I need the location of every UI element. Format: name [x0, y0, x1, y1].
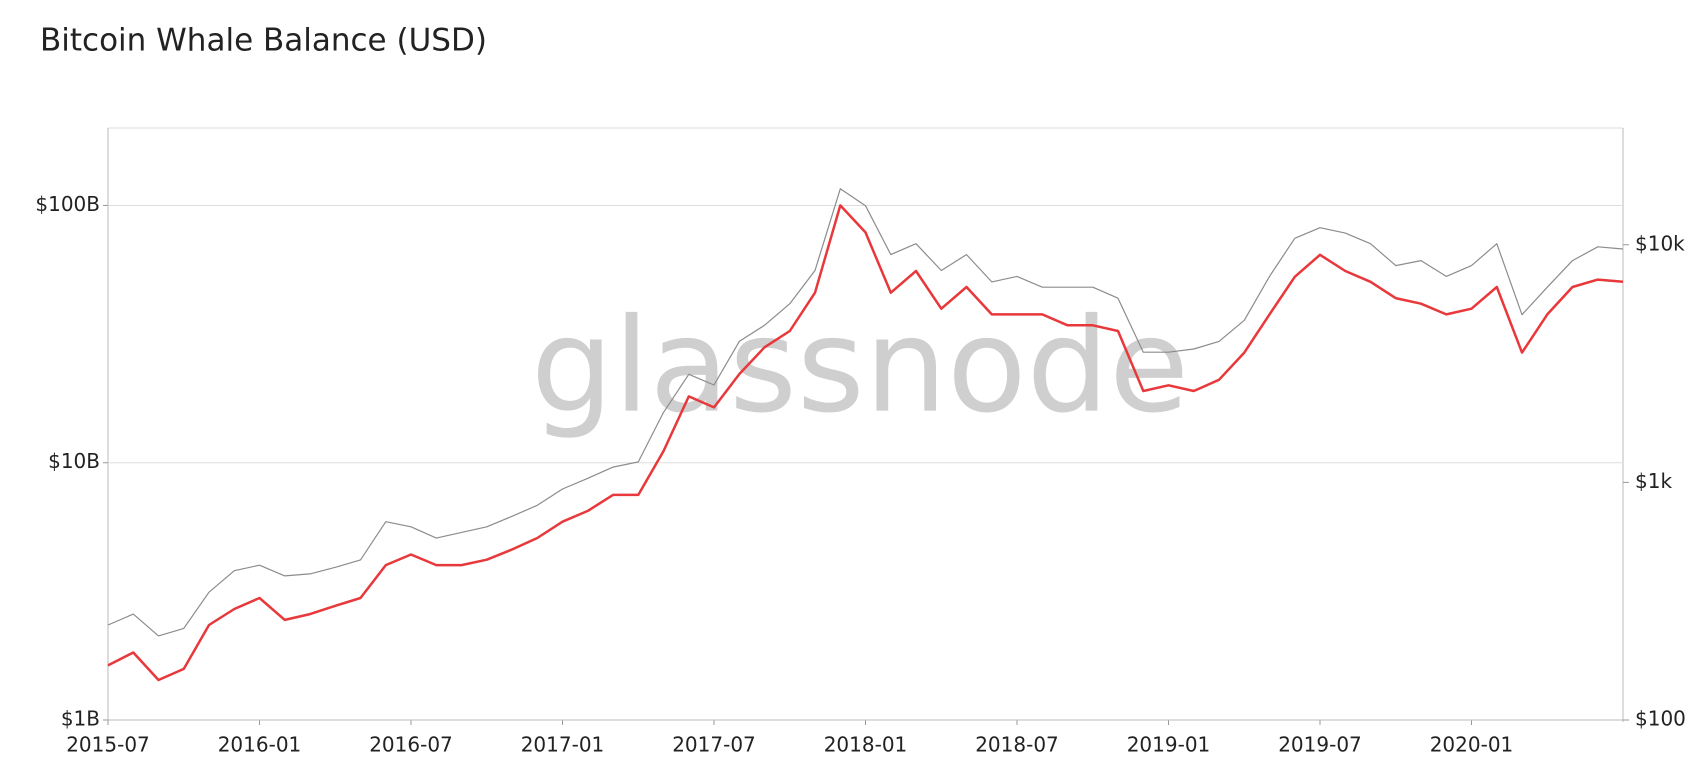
line-series: [107, 204, 1624, 682]
watermark: glassnode: [531, 290, 1189, 442]
x-tick-label: 2018-01: [824, 733, 908, 757]
x-tick-label: 2016-01: [218, 733, 302, 757]
y2-tick-label: $100: [1635, 707, 1686, 731]
x-tick-label: 2019-01: [1127, 733, 1211, 757]
y2-tick-label: $1k: [1635, 469, 1672, 493]
x-tick-label: 2019-07: [1278, 733, 1362, 757]
x-tick-label: 2020-01: [1430, 733, 1514, 757]
x-tick-label: 2015-07: [66, 733, 150, 757]
x-tick-label: 2017-01: [521, 733, 605, 757]
x-tick-label: 2016-07: [369, 733, 453, 757]
chart-title: Bitcoin Whale Balance (USD): [40, 23, 487, 59]
y-tick-label: $1B: [61, 707, 100, 731]
line-series: [107, 188, 1624, 637]
x-tick-label: 2017-07: [672, 733, 756, 757]
y-tick-label: $10B: [48, 449, 100, 473]
x-tick-label: 2018-07: [975, 733, 1059, 757]
y-tick-label: $100B: [35, 192, 100, 216]
y2-tick-label: $10k: [1635, 231, 1685, 255]
